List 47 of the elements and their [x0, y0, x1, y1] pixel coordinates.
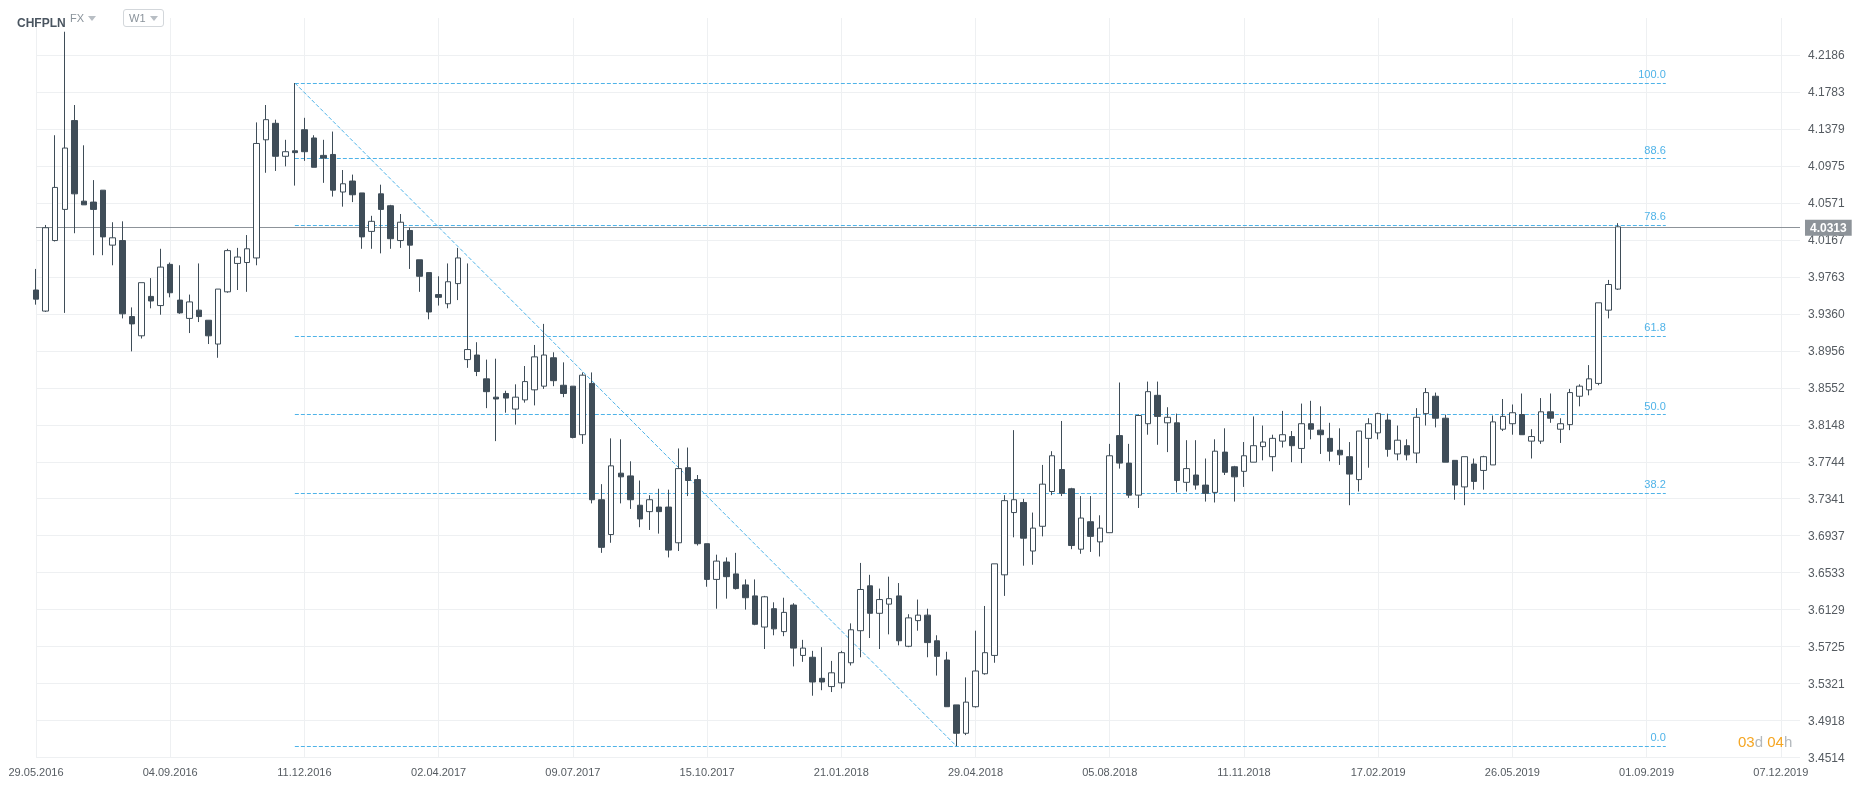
y-tick-label: 3.6937: [1808, 528, 1846, 543]
x-tick-label: 26.05.2019: [1484, 765, 1540, 778]
x-tick-label: 09.07.2017: [545, 765, 601, 778]
y-tick-label: 3.5321: [1808, 676, 1846, 691]
y-tick-label: 3.5725: [1808, 639, 1846, 654]
y-tick-label: 3.4514: [1808, 750, 1846, 765]
x-tick-label: 02.04.2017: [411, 765, 467, 778]
x-tick-label: 01.09.2019: [1619, 765, 1675, 778]
x-tick-label: 15.10.2017: [679, 765, 735, 778]
annotation: 61.8: [1644, 321, 1666, 334]
x-tick-label: 07.12.2019: [1753, 765, 1809, 778]
x-tick-label: 11.11.2018: [1217, 765, 1271, 778]
y-tick-label: 3.8148: [1808, 417, 1846, 432]
x-tick-label: 04.09.2016: [142, 765, 198, 778]
y-tick-label: 3.6129: [1808, 602, 1846, 617]
y-tick-label: 4.0975: [1808, 158, 1846, 173]
y-tick-label: 4.2186: [1808, 48, 1846, 62]
x-tick-label: 11.12.2016: [277, 765, 332, 778]
annotation: FX: [70, 12, 85, 24]
y-tick-label: 4.0571: [1808, 195, 1846, 210]
y-tick-label: 3.9360: [1808, 306, 1846, 321]
annotation: 03d 04h: [1738, 733, 1793, 750]
annotation: 78.6: [1644, 209, 1666, 222]
ref-line-label: 4.0313: [1810, 220, 1848, 235]
x-tick-label: 17.02.2019: [1350, 765, 1406, 778]
y-tick-label: 3.4918: [1808, 713, 1846, 728]
y-tick-label: 3.9763: [1808, 269, 1846, 284]
annotation: 0.0: [1650, 731, 1666, 744]
y-tick-label: 3.6533: [1808, 565, 1846, 580]
annotation: 50.0: [1644, 399, 1666, 412]
y-tick-label: 4.0167: [1808, 232, 1846, 247]
annotation: 88.6: [1644, 143, 1666, 156]
y-tick-label: 3.8956: [1808, 343, 1846, 358]
chart-title: CHFPLN: [17, 16, 66, 30]
dropdown-button: W1: [123, 9, 164, 27]
annotation: W1: [129, 12, 146, 24]
y-tick-label: 3.7744: [1808, 454, 1846, 469]
annotation: 100.0: [1638, 68, 1666, 81]
x-tick-label: 05.08.2018: [1082, 765, 1138, 778]
x-tick-label: 29.05.2016: [8, 765, 64, 778]
y-tick-label: 3.7341: [1808, 491, 1846, 506]
annotation: 38.2: [1644, 477, 1666, 490]
x-tick-label: 29.04.2018: [947, 765, 1004, 778]
x-tick-label: 21.01.2018: [813, 765, 869, 778]
y-tick-label: 4.1783: [1808, 84, 1846, 99]
y-tick-label: 4.1379: [1808, 121, 1846, 136]
y-tick-label: 3.8552: [1808, 380, 1846, 395]
